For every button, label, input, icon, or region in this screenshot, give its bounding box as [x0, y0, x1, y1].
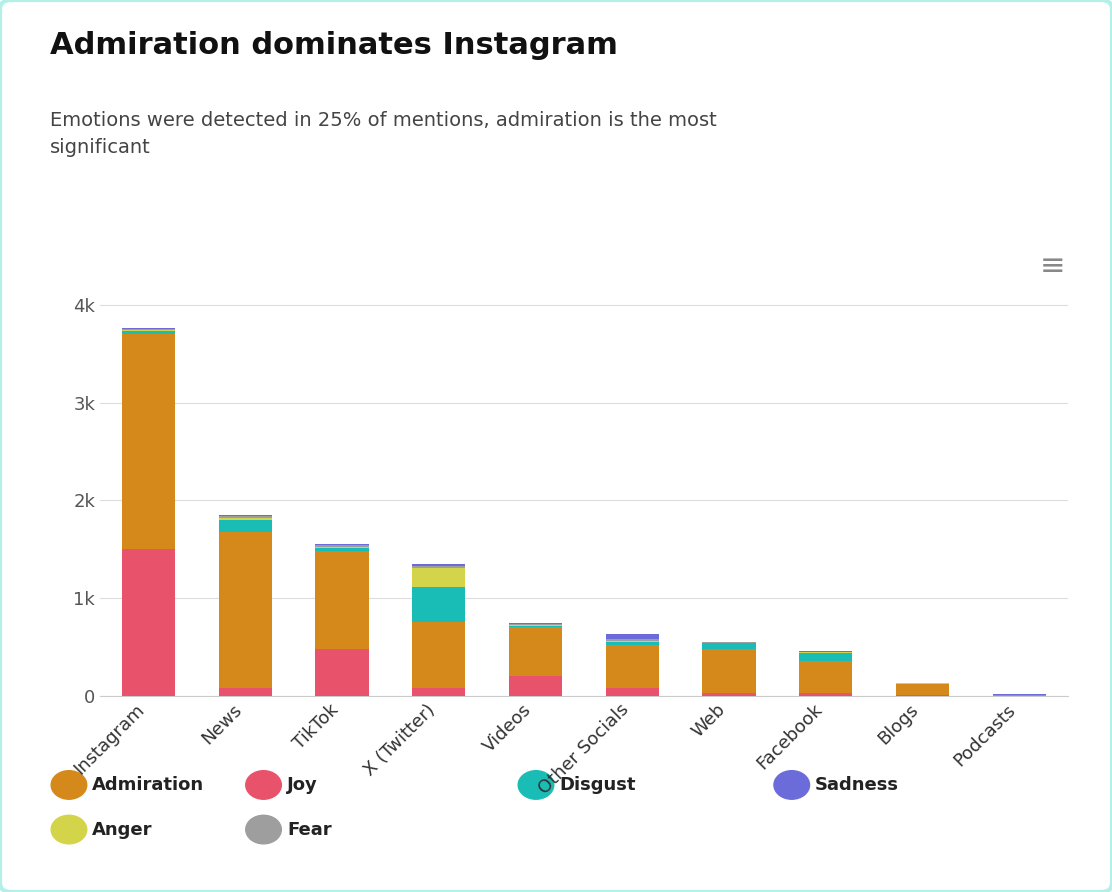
Bar [219, 520, 271, 532]
Bar [413, 587, 465, 622]
Text: Disgust: Disgust [559, 776, 636, 794]
Bar [219, 518, 271, 520]
Text: Sadness: Sadness [815, 776, 900, 794]
Bar [606, 639, 658, 641]
Circle shape [518, 771, 554, 799]
Bar [703, 693, 755, 696]
Bar [413, 568, 465, 587]
Circle shape [774, 771, 810, 799]
Bar [316, 551, 368, 648]
Bar [800, 693, 852, 696]
Bar [316, 548, 368, 549]
Bar [606, 641, 658, 642]
Bar [122, 329, 175, 330]
Bar [413, 565, 465, 566]
Text: Anger: Anger [92, 821, 152, 838]
Bar [800, 661, 852, 693]
Circle shape [246, 771, 281, 799]
Bar [316, 549, 368, 551]
Bar [122, 331, 175, 334]
Text: ≡: ≡ [1040, 252, 1065, 281]
Bar [122, 330, 175, 331]
Bar [800, 653, 852, 661]
Text: Admiration: Admiration [92, 776, 205, 794]
Text: Joy: Joy [287, 776, 318, 794]
Bar [219, 516, 271, 518]
Bar [122, 328, 175, 329]
Bar [413, 688, 465, 696]
Bar [509, 626, 562, 627]
Text: Admiration dominates Instagram: Admiration dominates Instagram [50, 31, 618, 61]
Bar [413, 622, 465, 688]
Circle shape [51, 771, 87, 799]
Bar [219, 688, 271, 696]
Bar [219, 532, 271, 688]
Text: Fear: Fear [287, 821, 331, 838]
Bar [606, 688, 658, 696]
Bar [703, 648, 755, 693]
Bar [606, 645, 658, 688]
Bar [509, 624, 562, 625]
Bar [122, 334, 175, 549]
Bar [413, 566, 465, 568]
Bar [122, 549, 175, 696]
Bar [703, 643, 755, 648]
Bar [896, 684, 949, 695]
Bar [509, 627, 562, 676]
Bar [316, 545, 368, 548]
Bar [316, 648, 368, 696]
Bar [606, 634, 658, 639]
Bar [509, 625, 562, 626]
Circle shape [51, 815, 87, 844]
Bar [606, 642, 658, 645]
Circle shape [246, 815, 281, 844]
Bar [219, 515, 271, 516]
Bar [509, 676, 562, 696]
Text: Emotions were detected in 25% of mentions, admiration is the most
significant: Emotions were detected in 25% of mention… [50, 112, 717, 157]
